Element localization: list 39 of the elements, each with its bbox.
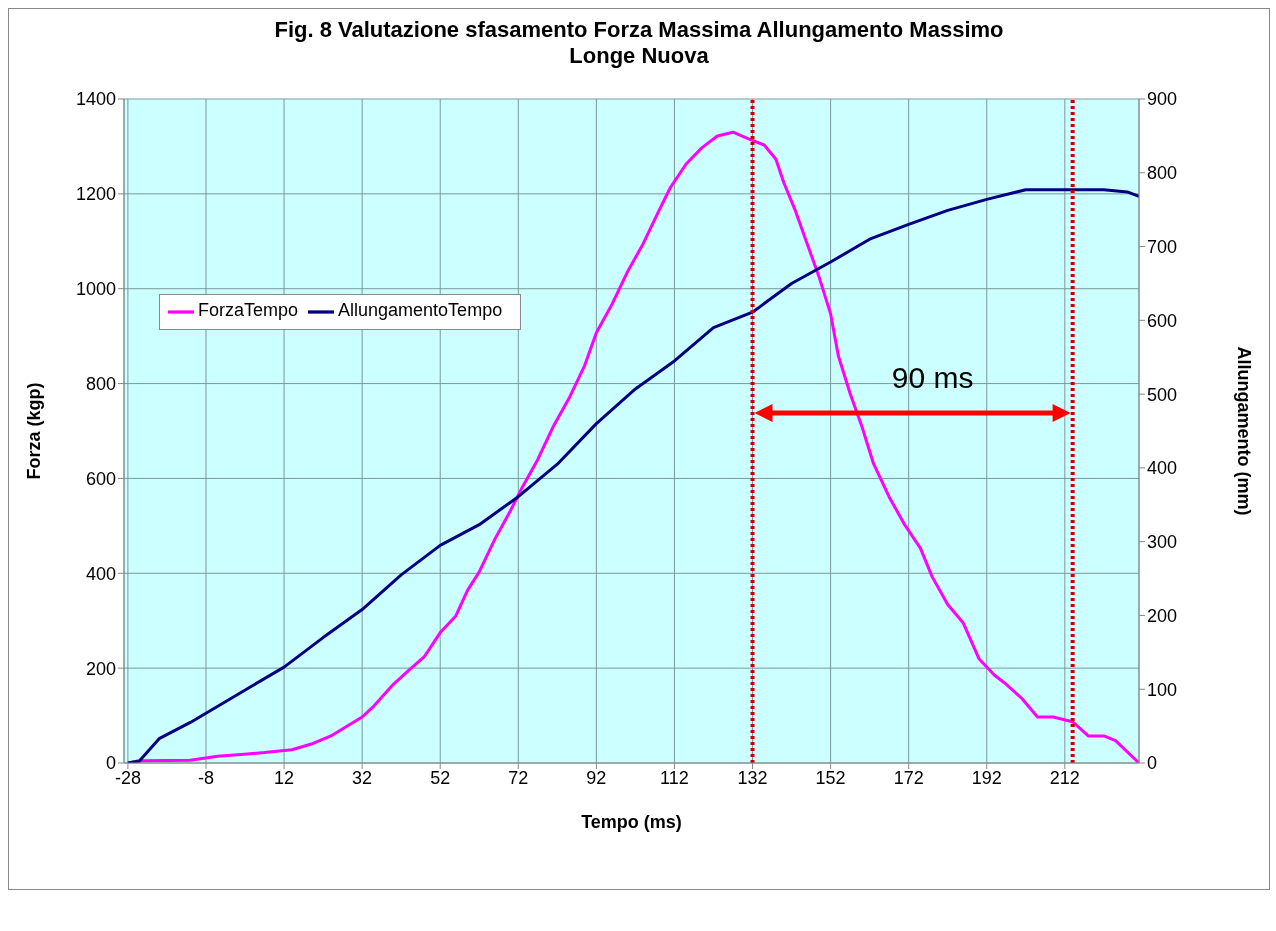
y-tick-label: 800 [85, 373, 116, 394]
x-tick-label: 52 [430, 767, 451, 788]
y-tick-label: 600 [85, 468, 116, 489]
x-tick-label: 212 [1049, 767, 1080, 788]
y2-tick-label: 900 [1147, 89, 1178, 110]
chart-title: Fig. 8 Valutazione sfasamento Forza Massima Allungamento Massimo [273, 17, 1005, 43]
x-tick-label: 132 [737, 767, 768, 788]
x-axis-title: Tempo (ms) [581, 812, 682, 832]
legend-label: ForzaTempo [198, 300, 299, 321]
x-tick-label: 32 [352, 767, 373, 788]
annotation: 90 ms [891, 361, 974, 394]
y-tick-label: 1400 [75, 89, 116, 110]
chart-subtitle: Longe Nuova [568, 43, 710, 69]
y-tick-label: 1000 [75, 279, 116, 300]
y2-tick-label: 800 [1147, 163, 1178, 184]
x-tick-label: 172 [893, 767, 924, 788]
y2-tick-label: 200 [1147, 605, 1178, 626]
x-tick-label: -28 [114, 767, 141, 788]
y-tick-label: 200 [85, 658, 116, 679]
x-tick-label: 92 [586, 767, 607, 788]
y2-tick-label: 400 [1147, 458, 1178, 479]
y-tick-label: 1200 [75, 184, 116, 205]
y2-tick-label: 700 [1147, 236, 1178, 257]
x-tick-label: 12 [274, 767, 295, 788]
y2-tick-label: 500 [1147, 384, 1178, 405]
x-tick-label: 72 [508, 767, 529, 788]
y-axis-title: Forza (kgp) [24, 382, 45, 480]
x-tick-label: 152 [815, 767, 846, 788]
y2-axis-title: Allungamento (mm) [1233, 346, 1254, 516]
y2-tick-label: 0 [1147, 753, 1158, 774]
y-tick-label: 0 [105, 753, 116, 774]
y2-tick-label: 600 [1147, 310, 1178, 331]
y2-tick-label: 100 [1147, 679, 1178, 700]
y-tick-label: 400 [85, 563, 116, 584]
x-tick-label: 192 [971, 767, 1002, 788]
y2-tick-label: 300 [1147, 532, 1178, 553]
x-tick-label: 112 [660, 767, 689, 788]
legend-label: AllungamentoTempo [338, 300, 503, 321]
x-tick-label: -8 [197, 767, 214, 788]
